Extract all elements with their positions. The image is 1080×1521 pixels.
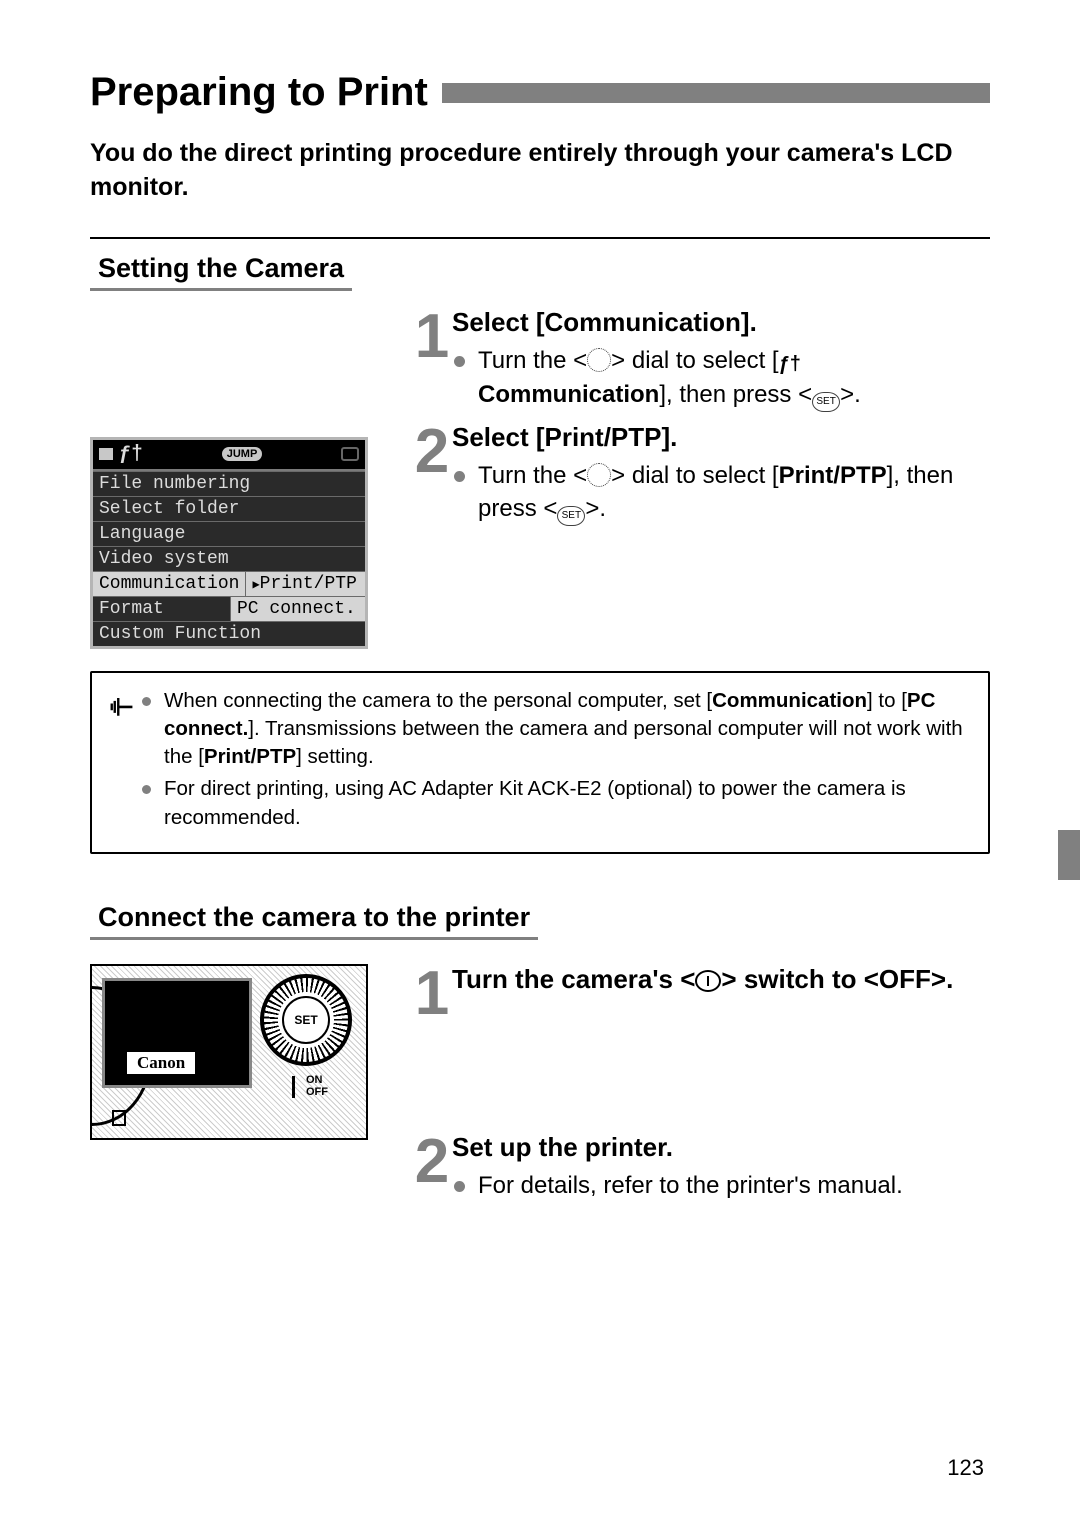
step-bullet: For details, refer to the printer's manu… — [452, 1169, 990, 1203]
step-number-icon: 1 — [412, 964, 452, 1022]
step-2: 2 Select [Print/PTP]. Turn the <> dial t… — [412, 422, 990, 527]
power-switch-label: ONOFF — [306, 1074, 328, 1098]
lcd-cell: ▶Print/PTP — [246, 572, 365, 596]
title-bar — [442, 83, 990, 103]
set-icon: SET — [282, 996, 330, 1044]
lcd-menu: ƒ† JUMP File numbering Select folder Lan… — [90, 437, 368, 649]
section-heading: Connect the camera to the printer — [90, 898, 538, 940]
camera-illustration: Canon SET ONOFF — [90, 964, 368, 1140]
step-title: Select [Print/PTP]. — [452, 422, 990, 453]
step-number-icon: 2 — [412, 1132, 452, 1203]
step-1: 1 Turn the camera's <> switch to <OFF>. — [412, 964, 990, 1022]
tools-icon: ƒ† — [779, 350, 801, 378]
caution-item: When connecting the camera to the person… — [142, 687, 970, 772]
power-icon — [695, 970, 721, 992]
lcd-topbar: ƒ† JUMP — [93, 440, 365, 471]
caution-icon: ⏚ — [106, 687, 142, 836]
lcd-row: Language — [93, 521, 365, 546]
caution-box: ⏚ When connecting the camera to the pers… — [90, 671, 990, 854]
section-setting-camera: Setting the Camera ƒ† JUMP File numberin… — [90, 249, 990, 854]
camera-icon — [341, 447, 359, 461]
lcd-row: File numbering — [93, 471, 365, 496]
dial-icon — [587, 463, 611, 487]
step-number-icon: 2 — [412, 422, 452, 527]
section-heading: Setting the Camera — [90, 249, 352, 291]
step-title: Set up the printer. — [452, 1132, 990, 1163]
lcd-cell: Format — [93, 597, 231, 621]
folder-icon — [99, 448, 113, 460]
lcd-row: Video system — [93, 546, 365, 571]
step-2: 2 Set up the printer. For details, refer… — [412, 1132, 990, 1203]
page-title: Preparing to Print — [90, 70, 428, 115]
lcd-row: Custom Function — [93, 621, 365, 646]
dial-icon — [587, 348, 611, 372]
caution-item: For direct printing, using AC Adapter Ki… — [142, 775, 970, 832]
trash-icon — [112, 1110, 126, 1126]
lcd-cell: PC connect. — [231, 597, 365, 621]
tools-icon: ƒ† — [119, 443, 143, 466]
step-bullet: Turn the <> dial to select [ƒ† Communica… — [452, 344, 990, 412]
lcd-cell: Communication — [93, 572, 246, 596]
divider — [90, 237, 990, 239]
page-title-row: Preparing to Print — [90, 70, 990, 115]
jump-badge: JUMP — [222, 447, 263, 461]
lcd-row: Select folder — [93, 496, 365, 521]
page-number: 123 — [947, 1455, 984, 1481]
step-title: Turn the camera's <> switch to <OFF>. — [452, 964, 990, 995]
intro-text: You do the direct printing procedure ent… — [90, 137, 990, 205]
lcd-row-selected: Communication ▶Print/PTP — [93, 571, 365, 596]
camera-logo: Canon — [126, 1051, 196, 1075]
section-connect-printer: Connect the camera to the printer Canon … — [90, 898, 990, 1212]
section-tab-marker — [1058, 830, 1080, 880]
lcd-row: Format PC connect. — [93, 596, 365, 621]
set-icon: SET — [557, 506, 585, 526]
step-number-icon: 1 — [412, 307, 452, 412]
step-bullet: Turn the <> dial to select [Print/PTP], … — [452, 459, 990, 527]
step-1: 1 Select [Communication]. Turn the <> di… — [412, 307, 990, 412]
step-title: Select [Communication]. — [452, 307, 990, 338]
set-icon: SET — [812, 392, 840, 412]
